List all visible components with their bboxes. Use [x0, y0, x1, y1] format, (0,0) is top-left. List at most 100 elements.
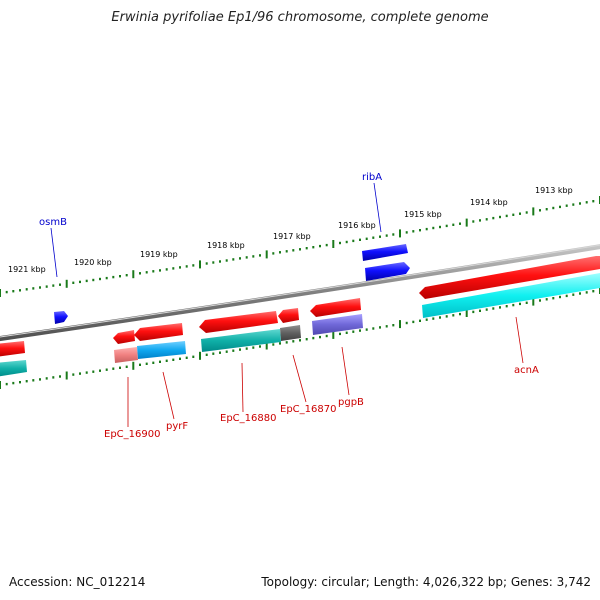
forward-genes: [0, 256, 600, 357]
product-pgpB: [312, 314, 363, 335]
label-EpC_16880[interactable]: EpC_16880: [220, 413, 276, 424]
lower-minor-tick: [92, 370, 95, 373]
lower-minor-tick: [5, 382, 8, 386]
lower-minor-tick: [225, 350, 228, 353]
label-pgpB[interactable]: pgpB: [338, 397, 364, 408]
upper-minor-tick: [305, 247, 308, 250]
kbp-label-1917: 1917 kbp: [273, 232, 311, 241]
lower-minor-tick: [452, 314, 455, 317]
lower-minor-tick: [585, 291, 588, 294]
label-pyrF[interactable]: pyrF: [166, 421, 188, 432]
upper-minor-tick: [119, 275, 121, 278]
lower-minor-tick: [172, 358, 175, 361]
upper-minor-tick: [505, 214, 508, 218]
lower-minor-tick: [425, 318, 428, 321]
upper-minor-tick: [445, 224, 448, 228]
upper-minor-tick: [379, 235, 381, 238]
lower-minor-tick: [99, 369, 101, 372]
upper-minor-tick: [232, 258, 235, 261]
lower-minor-tick: [405, 321, 408, 325]
upper-minor-tick: [559, 205, 561, 209]
upper-minor-tick: [299, 248, 301, 251]
upper-minor-tick: [159, 269, 161, 272]
lower-minor-tick: [52, 376, 55, 379]
lower-minor-tick: [292, 340, 295, 343]
label-acnA[interactable]: acnA: [514, 365, 539, 376]
upper-minor-tick: [325, 243, 328, 247]
upper-minor-tick: [525, 211, 528, 214]
upper-minor-tick: [72, 281, 75, 284]
upper-minor-tick: [32, 287, 35, 290]
upper-minor-tick: [479, 219, 481, 222]
upper-major-tick: [199, 260, 201, 269]
product-EpC_16880: [201, 329, 281, 352]
upper-minor-tick: [592, 200, 595, 203]
label-EpC_16870[interactable]: EpC_16870: [280, 404, 336, 415]
lower-minor-tick: [139, 363, 141, 366]
lower-minor-tick: [525, 301, 528, 304]
lower-minor-tick: [565, 294, 568, 298]
lower-minor-tick: [385, 325, 388, 328]
gene-ribA-lower[interactable]: [365, 262, 410, 281]
gene-pgpB[interactable]: [310, 298, 361, 317]
upper-minor-tick: [319, 244, 321, 248]
lower-minor-tick: [372, 327, 375, 330]
label-EpC_16900[interactable]: EpC_16900: [104, 429, 160, 440]
lower-minor-tick: [505, 305, 508, 308]
upper-minor-tick: [312, 246, 315, 249]
lower-major-tick: [132, 361, 135, 370]
lower-major-tick: [332, 330, 335, 339]
kbp-label-1915: 1915 kbp: [404, 210, 442, 219]
upper-minor-tick: [579, 202, 581, 205]
kbp-label-1916: 1916 kbp: [338, 221, 376, 230]
label-ribA[interactable]: ribA: [362, 172, 382, 183]
reverse-genes: [54, 244, 410, 324]
upper-minor-tick: [365, 237, 368, 240]
upper-major-tick: [0, 289, 1, 297]
lower-minor-tick: [539, 299, 541, 302]
lower-minor-tick: [119, 366, 121, 369]
lower-minor-tick: [239, 348, 241, 351]
upper-major-tick: [65, 279, 68, 288]
gene-EpC_16870[interactable]: [278, 308, 299, 323]
upper-minor-tick: [412, 230, 415, 233]
upper-minor-tick: [252, 255, 255, 258]
product-EpC_16900: [114, 347, 138, 363]
upper-minor-tick: [165, 268, 168, 271]
chromosome-backbone-highlight: [0, 244, 600, 338]
upper-minor-tick: [212, 261, 215, 264]
lower-major-tick: [199, 351, 201, 360]
product-EpC_16870: [280, 325, 301, 341]
upper-minor-tick: [339, 241, 341, 245]
kbp-label-1919: 1919 kbp: [140, 250, 178, 259]
upper-minor-tick: [565, 204, 568, 207]
upper-minor-tick: [585, 201, 588, 204]
lower-minor-tick: [545, 298, 548, 301]
lower-major-tick: [399, 320, 401, 329]
lower-minor-tick: [232, 349, 235, 352]
lower-minor-tick: [185, 356, 188, 359]
gene-osmB[interactable]: [54, 311, 68, 324]
leader-pgpB: [341, 346, 350, 396]
gene-left-edge[interactable]: [0, 341, 25, 357]
upper-minor-tick: [85, 279, 88, 283]
gene-EpC_16880[interactable]: [199, 311, 278, 333]
leader-pyrF: [162, 371, 175, 420]
gene-ribA-upper[interactable]: [362, 244, 408, 261]
label-osmB[interactable]: osmB: [39, 217, 67, 228]
upper-minor-tick: [285, 250, 288, 253]
upper-minor-tick: [185, 265, 188, 268]
gene-pyrF[interactable]: [134, 323, 183, 341]
gene-acnA[interactable]: [419, 256, 600, 299]
upper-minor-tick: [39, 286, 41, 289]
upper-minor-tick: [492, 216, 495, 220]
lower-minor-tick: [205, 353, 208, 356]
lower-minor-tick: [145, 362, 148, 365]
gene-EpC_16900[interactable]: [113, 330, 135, 344]
upper-minor-tick: [539, 209, 541, 212]
lower-minor-tick: [472, 310, 475, 314]
upper-minor-tick: [245, 256, 248, 259]
lower-minor-tick: [352, 330, 355, 333]
lower-minor-tick: [159, 360, 161, 363]
